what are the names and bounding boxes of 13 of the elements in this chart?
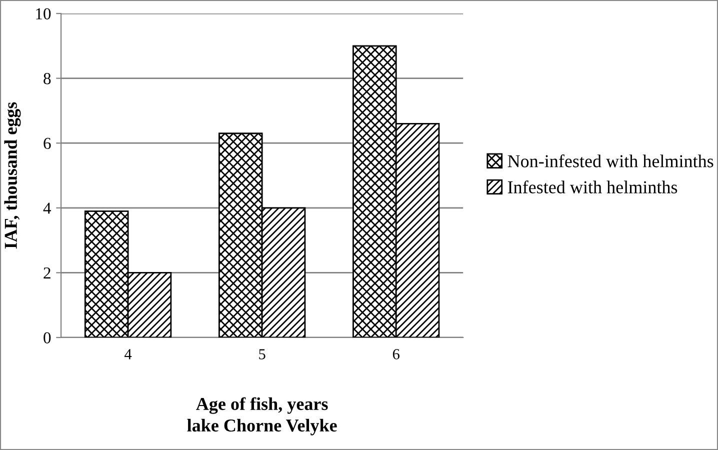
y-tick-label: 10 bbox=[36, 8, 51, 20]
legend-label: Non-infested with helminths bbox=[508, 154, 714, 168]
y-tick-label: 2 bbox=[44, 267, 50, 278]
y-tick-label: 0 bbox=[44, 332, 51, 344]
x-tick-label: 6 bbox=[392, 349, 400, 360]
y-tick-label: 8 bbox=[44, 73, 51, 84]
legend-label: Infested with helminths bbox=[508, 180, 678, 194]
x-tick-label: 5 bbox=[259, 349, 266, 360]
x-axis-title: Age of fish, years lake Chorne Velyke bbox=[187, 397, 337, 436]
y-tick-label: 6 bbox=[44, 138, 51, 150]
y-axis-title: IAF, thousand eggs bbox=[4, 102, 21, 249]
y-tick-label: 4 bbox=[43, 202, 52, 214]
x-tick-label: 4 bbox=[124, 349, 132, 360]
